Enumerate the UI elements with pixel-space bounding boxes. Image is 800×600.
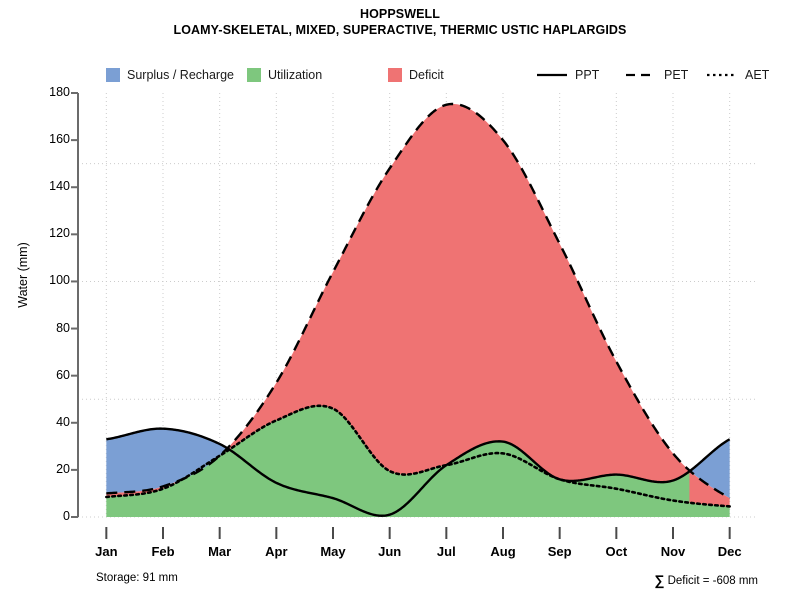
y-tick-label: 140 bbox=[49, 179, 70, 194]
legend-item-surplus-recharge[interactable]: Surplus / Recharge bbox=[106, 64, 234, 86]
legend-item-pet[interactable]: PET bbox=[625, 64, 688, 86]
deficit-annotation: ∑ Deficit = -608 mm bbox=[654, 572, 758, 588]
legend-label: AET bbox=[745, 68, 770, 82]
fill-surplus-recharge bbox=[106, 428, 228, 494]
x-tick-label-mar: Mar bbox=[208, 544, 232, 559]
x-tick-label-nov: Nov bbox=[660, 544, 686, 559]
dashed-line-icon bbox=[625, 69, 657, 81]
fill-surplus-recharge bbox=[690, 439, 730, 499]
legend-label: Utilization bbox=[268, 68, 323, 82]
y-axis-ticks: 0 20 40 60 80 100 120 140 160 180 bbox=[26, 0, 70, 600]
axes bbox=[71, 92, 731, 539]
x-tick-label-jan: Jan bbox=[95, 544, 118, 559]
red-square-icon bbox=[388, 68, 402, 82]
y-tick-label: 60 bbox=[56, 367, 70, 382]
title-line-1: HOPPSWELL bbox=[359, 7, 441, 21]
y-tick-label: 20 bbox=[56, 461, 70, 476]
x-tick-label-feb: Feb bbox=[151, 544, 175, 559]
legend-label: PET bbox=[664, 68, 689, 82]
y-tick-label: 100 bbox=[49, 273, 70, 288]
title-line-2: LOAMY-SKELETAL, MIXED, SUPERACTIVE, THER… bbox=[173, 23, 627, 37]
legend-label: Deficit bbox=[409, 68, 444, 82]
storage-annotation: Storage: 91 mm bbox=[96, 572, 178, 584]
legend-item-aet[interactable]: AET bbox=[706, 64, 769, 86]
x-tick-label-oct: Oct bbox=[605, 544, 628, 559]
x-tick-label-sep: Sep bbox=[547, 544, 572, 559]
green-square-icon bbox=[247, 68, 261, 82]
fill-recharge bbox=[446, 441, 557, 479]
solid-line-icon bbox=[536, 69, 568, 81]
blue-square-icon bbox=[106, 68, 120, 82]
chart-legend: Surplus / Recharge Utilization Deficit PPT P… bbox=[0, 64, 800, 88]
fill-deficit bbox=[220, 103, 730, 507]
series-line-pet bbox=[106, 102, 731, 500]
legend-label: PPT bbox=[575, 68, 600, 82]
x-tick-label-may: May bbox=[320, 544, 346, 559]
legend-item-ppt[interactable]: PPT bbox=[536, 64, 599, 86]
y-tick-label: 160 bbox=[49, 132, 70, 147]
y-tick-label: 40 bbox=[56, 414, 70, 429]
y-tick-label: 80 bbox=[56, 320, 70, 335]
fill-recharge bbox=[560, 471, 690, 503]
fill-regions bbox=[106, 103, 730, 517]
deficit-text: Deficit = -608 mm bbox=[667, 575, 758, 587]
chart-title: HOPPSWELL LOAMY-SKELETAL, MIXED, SUPERAC… bbox=[0, 6, 800, 38]
x-tick-label-apr: Apr bbox=[265, 544, 288, 559]
x-tick-label-jul: Jul bbox=[436, 544, 456, 559]
dotted-line-icon bbox=[706, 69, 738, 81]
x-tick-label-dec: Dec bbox=[717, 544, 742, 559]
y-tick-label: 180 bbox=[49, 85, 70, 99]
y-tick-label: 0 bbox=[63, 509, 70, 523]
data-lines bbox=[105, 102, 731, 517]
series-line-aet bbox=[105, 404, 731, 508]
x-tick-label-aug: Aug bbox=[490, 544, 516, 559]
series-line-ppt bbox=[106, 427, 731, 517]
legend-label: Surplus / Recharge bbox=[127, 68, 235, 82]
sigma-icon: ∑ bbox=[654, 572, 665, 588]
x-tick-label-jun: Jun bbox=[378, 544, 402, 559]
fill-utilization bbox=[106, 405, 730, 517]
legend-item-utilization[interactable]: Utilization bbox=[247, 64, 322, 86]
legend-item-deficit[interactable]: Deficit bbox=[388, 64, 444, 86]
y-tick-label: 120 bbox=[49, 226, 70, 241]
